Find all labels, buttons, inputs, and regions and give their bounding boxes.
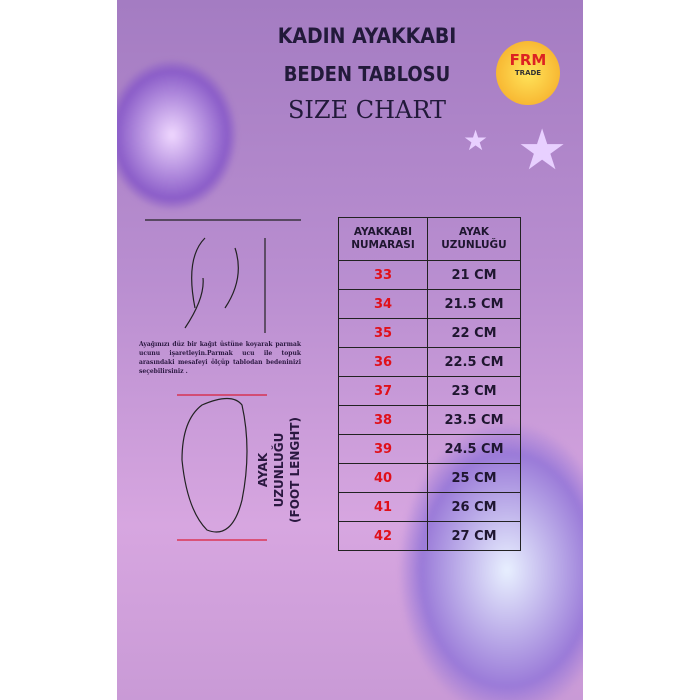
table-row: 37 23 CM (338, 376, 521, 406)
table-row: 41 26 CM (338, 492, 521, 522)
foot-length-label: AYAK UZUNLUĞU (FOOT LENGHT) (256, 417, 302, 523)
title-line2: BEDEN TABLOSU (283, 62, 451, 86)
foot-length: 23.5 CM (427, 405, 521, 435)
foot-length: 22.5 CM (427, 347, 521, 377)
table-row: 34 21.5 CM (338, 289, 521, 319)
shoe-size: 37 (338, 376, 428, 406)
title-line3: SIZE CHART (287, 96, 447, 124)
foot-length: 21.5 CM (427, 289, 521, 319)
shoe-size: 33 (338, 260, 428, 290)
foot-length: 26 CM (427, 492, 521, 522)
foot-length: 25 CM (427, 463, 521, 493)
table-row: 38 23.5 CM (338, 405, 521, 435)
shoe-size: 40 (338, 463, 428, 493)
size-table: AYAKKABI NUMARASI AYAK UZUNLUĞU 33 21 CM 3… (338, 217, 521, 551)
shoe-size: 35 (338, 318, 428, 348)
holographic-decoration (117, 60, 237, 210)
foot-length: 22 CM (427, 318, 521, 348)
foot-outline-icon (177, 394, 267, 541)
foot-length: 21 CM (427, 260, 521, 290)
shoe-size: 39 (338, 434, 428, 464)
table-row: 40 25 CM (338, 463, 521, 493)
foot-length: 27 CM (427, 521, 521, 551)
table-row: 39 24.5 CM (338, 434, 521, 464)
table-row: 33 21 CM (338, 260, 521, 290)
shoe-size: 41 (338, 492, 428, 522)
brand-logo: FRM TRADE (496, 41, 560, 105)
table-row: 36 22.5 CM (338, 347, 521, 377)
title-line1: KADIN AYAKKABI (277, 24, 457, 48)
shoe-size: 38 (338, 405, 428, 435)
header-foot-length: AYAK UZUNLUĞU (427, 217, 521, 261)
header-shoe-size: AYAKKABI NUMARASI (338, 217, 428, 261)
foot-length: 23 CM (427, 376, 521, 406)
table-row: 42 27 CM (338, 521, 521, 551)
shoe-size: 42 (338, 521, 428, 551)
size-chart-panel: ★ ★ KADIN AYAKKABI BEDEN TABLOSU SIZE CH… (117, 0, 583, 700)
shoe-size: 36 (338, 347, 428, 377)
foot-length: 24.5 CM (427, 434, 521, 464)
instructions-text: Ayağınızı düz bir kağıt üstüne koyarak p… (139, 341, 301, 375)
measuring-illustration (145, 219, 301, 333)
star-icon: ★ (517, 118, 568, 183)
shoe-size: 34 (338, 289, 428, 319)
star-icon: ★ (463, 124, 489, 157)
table-row: 35 22 CM (338, 318, 521, 348)
